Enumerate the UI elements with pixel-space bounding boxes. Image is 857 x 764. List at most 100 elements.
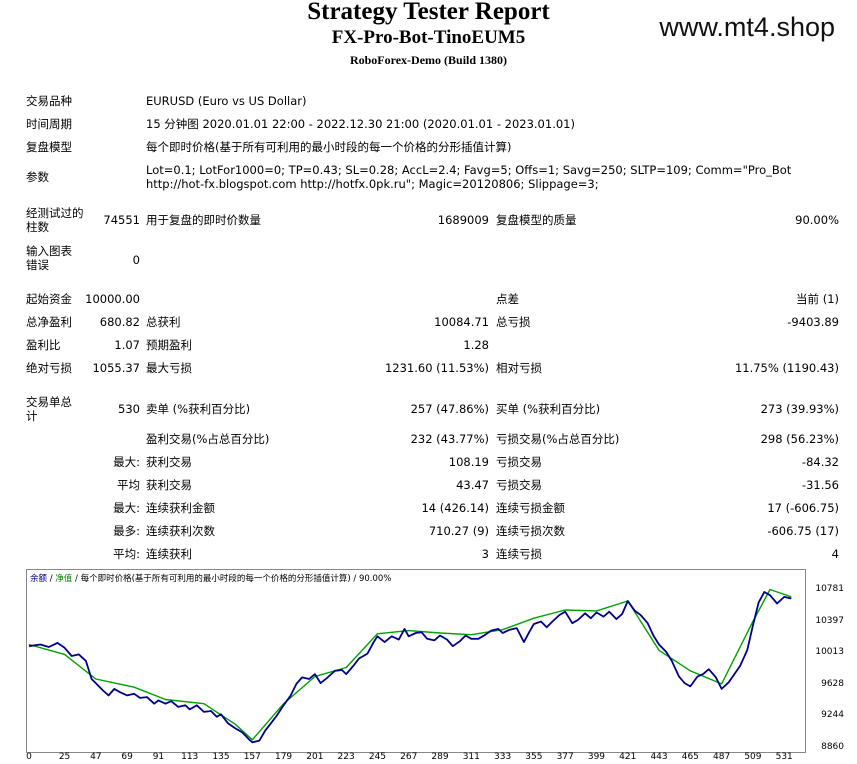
- average-label: 平均: [117, 478, 140, 492]
- watermark-text: www.mt4.shop: [659, 12, 835, 42]
- y-tick-label: 9628: [821, 678, 844, 689]
- long-positions-value: 273 (39.93%): [760, 402, 839, 416]
- largest-label: 最大:: [113, 455, 140, 469]
- max-consecutive-label: 最大:: [113, 501, 140, 515]
- period-value: 15 分钟图 2020.01.01 22:00 - 2022.12.30 21:…: [146, 117, 575, 131]
- profit-trades-value: 232 (43.77%): [410, 432, 489, 446]
- x-tick-label: 355: [525, 752, 543, 762]
- quality-label: 复盘模型的质量: [496, 213, 577, 227]
- gross-profit-value: 10084.71: [434, 315, 489, 329]
- x-tick-label: 311: [462, 752, 480, 762]
- long-positions-label: 买单 (%获利百分比): [496, 402, 601, 416]
- largest-loss-value: -84.32: [801, 455, 839, 469]
- maximal-drawdown-value: 1231.60 (11.53%): [384, 361, 489, 375]
- x-tick-label: 223: [337, 752, 355, 762]
- short-positions-value: 257 (47.86%): [410, 402, 489, 416]
- profit-factor-value: 1.07: [114, 338, 140, 352]
- symbol-value: EURUSD (Euro vs US Dollar): [146, 94, 307, 108]
- errors-value: 0: [132, 253, 140, 267]
- loss-trades-value: 298 (56.23%): [760, 432, 839, 446]
- x-tick-label: 487: [713, 752, 731, 762]
- x-tick-label: 201: [306, 752, 324, 762]
- expert-name: FX-Pro-Bot-TinoEUM5: [331, 27, 526, 48]
- report-title: Strategy Tester Report: [307, 0, 550, 25]
- legend-separator: /: [47, 574, 56, 584]
- ticks-value: 1689009: [437, 213, 489, 227]
- x-tick-label: 179: [274, 752, 293, 762]
- loss-trades-label: 亏损交易(%占总百分比): [496, 432, 620, 446]
- largest-loss-label: 亏损交易: [496, 455, 542, 469]
- average-loss-value: -31.56: [801, 478, 839, 492]
- average-profit-label: 获利交易: [146, 478, 192, 492]
- average-consecutive-label: 平均:: [113, 547, 140, 561]
- net-profit-value: 680.82: [99, 315, 140, 329]
- model-label: 复盘模型: [26, 140, 72, 154]
- gross-loss-value: -9403.89: [787, 315, 839, 329]
- x-tick-label: 399: [587, 752, 606, 762]
- x-tick-label: 267: [400, 752, 418, 762]
- bars-value: 74551: [103, 213, 140, 227]
- equity-line: [28, 588, 792, 741]
- period-label: 时间周期: [26, 117, 72, 131]
- symbol-label: 交易品种: [26, 94, 72, 108]
- max-consecutive-wins-value: 14 (426.14): [421, 501, 489, 515]
- average-consecutive-losses-value: 4: [831, 547, 839, 561]
- x-tick-label: 245: [368, 752, 387, 762]
- x-tick-label: 113: [181, 752, 199, 762]
- legend-description: / 每个即时价格(基于所有可利用的最小时段的每一个价格的分形插值计算) / 90…: [72, 574, 392, 584]
- quality-value: 90.00%: [795, 213, 839, 227]
- legend-equity: 净值: [55, 574, 73, 584]
- maximal-consecutive-profit-value: 710.27 (9): [428, 524, 489, 538]
- max-consecutive-losses-label: 连续亏损金额: [496, 501, 565, 515]
- gross-loss-label: 总亏损: [496, 315, 531, 329]
- average-loss-label: 亏损交易: [496, 478, 542, 492]
- spread-label: 点差: [496, 292, 519, 306]
- chart-legend: 余额 / 净值 / 每个即时价格(基于所有可利用的最小时段的每一个价格的分形插值…: [30, 572, 391, 584]
- x-tick-label: 135: [212, 752, 230, 762]
- relative-drawdown-value: 11.75% (1190.43): [734, 361, 839, 375]
- gross-profit-label: 总获利: [146, 315, 181, 329]
- x-tick-label: 421: [619, 752, 637, 762]
- maximal-consecutive-label: 最多:: [113, 524, 140, 538]
- average-consecutive-wins-value: 3: [481, 547, 489, 561]
- server-build: RoboForex-Demo (Build 1380): [349, 53, 508, 67]
- x-tick-label: 443: [650, 752, 668, 762]
- maximal-drawdown-label: 最大亏损: [146, 361, 192, 375]
- x-tick-label: 47: [90, 752, 102, 762]
- errors-label: 输入图表错误: [26, 244, 72, 272]
- max-consecutive-losses-value: 17 (-606.75): [767, 501, 839, 515]
- spread-value: 当前 (1): [796, 292, 839, 306]
- maximal-consecutive-profit-label: 连续获利次数: [146, 524, 215, 538]
- x-tick-label: 333: [494, 752, 512, 762]
- expected-payoff-value: 1.28: [463, 338, 489, 352]
- y-tick-label: 10781: [815, 584, 844, 595]
- x-tick-label: 91: [152, 752, 165, 762]
- average-consecutive-losses-label: 连续亏损: [496, 547, 542, 561]
- x-tick-label: 289: [431, 752, 449, 762]
- params-value: Lot=0.1; LotFor1000=0; TP=0.43; SL=0.28;…: [146, 163, 792, 191]
- x-tick-label: 377: [556, 752, 574, 762]
- y-tick-label: 8860: [821, 742, 844, 752]
- bars-label: 经测试过的柱数: [26, 206, 84, 234]
- largest-profit-value: 108.19: [448, 455, 489, 469]
- y-tick-label: 9244: [821, 710, 844, 721]
- balance-chart-svg: [28, 588, 792, 744]
- y-tick-label: 10013: [815, 647, 844, 658]
- x-tick-label: 69: [121, 752, 133, 762]
- largest-profit-label: 获利交易: [146, 455, 192, 469]
- x-tick-label: 0: [26, 752, 32, 762]
- maximal-consecutive-loss-label: 连续亏损次数: [496, 524, 565, 538]
- x-tick-label: 509: [744, 752, 762, 762]
- x-tick-label: 531: [775, 752, 793, 762]
- x-tick-label: 157: [243, 752, 261, 762]
- params-label: 参数: [26, 170, 49, 184]
- max-consecutive-wins-label: 连续获利金额: [146, 501, 215, 515]
- profit-factor-label: 盈利比: [26, 338, 61, 352]
- profit-trades-label: 盈利交易(%占总百分比): [146, 432, 270, 446]
- ticks-label: 用于复盘的即时价数量: [146, 213, 261, 227]
- maximal-consecutive-loss-value: -606.75 (17): [767, 524, 839, 538]
- x-tick-label: 25: [58, 752, 71, 762]
- legend-balance: 余额: [30, 574, 48, 584]
- net-profit-label: 总净盈利: [26, 315, 72, 329]
- absolute-drawdown-value: 1055.37: [92, 361, 140, 375]
